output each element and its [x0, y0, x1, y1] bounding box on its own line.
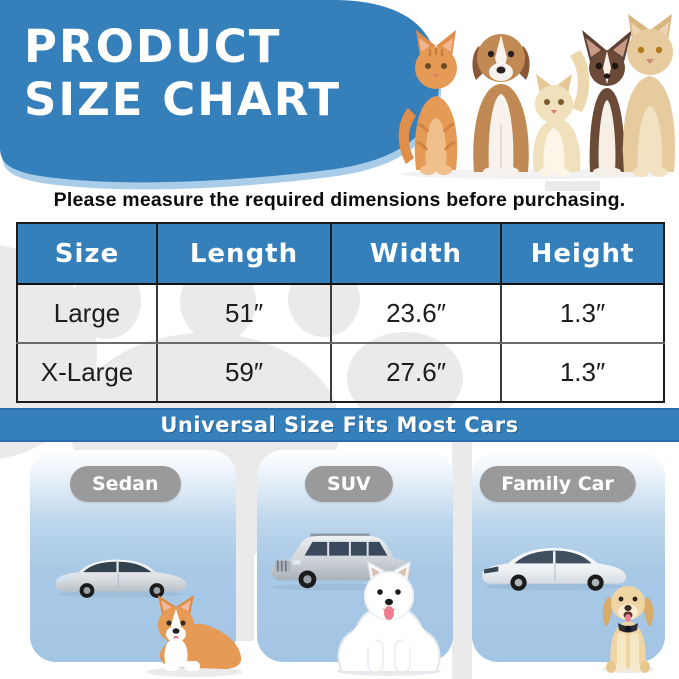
chihuahua-dog	[582, 30, 632, 176]
universal-size-banner: Universal Size Fits Most Cars	[0, 408, 679, 442]
table-row-large: Large 51″ 23.6″ 1.3″	[16, 284, 665, 344]
col-header-length: Length	[156, 222, 332, 285]
col-header-width: Width	[330, 222, 502, 285]
cream-cat	[532, 50, 590, 176]
orange-cat	[398, 30, 458, 175]
big-cream-cat	[622, 14, 675, 177]
col-header-height: Height	[500, 222, 665, 285]
col-header-size: Size	[16, 222, 158, 285]
page-title-line2: SIZE CHART	[24, 73, 342, 126]
vehicle-label-sedan: Sedan	[69, 466, 181, 502]
cell-width: 23.6″	[330, 284, 502, 344]
page-title-line1: PRODUCT	[24, 20, 282, 73]
size-table-header-row: Size Length Width Height	[16, 222, 665, 285]
pets-photo	[398, 14, 675, 179]
page-title: PRODUCT SIZE CHART	[24, 20, 341, 126]
vehicle-label-suv: SUV	[304, 466, 393, 502]
samoyed-dog-image	[337, 560, 441, 676]
cell-length: 59″	[156, 343, 332, 403]
brown-white-dog	[472, 34, 530, 177]
title-background-blob	[0, 0, 442, 190]
vehicle-label-family-car: Family Car	[479, 466, 636, 502]
cell-width: 27.6″	[330, 343, 502, 403]
table-row-xlarge: X-Large 59″ 27.6″ 1.3″	[16, 343, 665, 403]
golden-retriever-puppy-image	[602, 586, 654, 673]
banner-text: Universal Size Fits Most Cars	[160, 413, 519, 437]
sedan-car-image	[55, 559, 187, 598]
cell-size: X-Large	[16, 343, 158, 403]
cell-height: 1.3″	[500, 284, 665, 344]
cell-height: 1.3″	[500, 343, 665, 403]
corgi-dog-image	[146, 595, 242, 677]
measure-notice: Please measure the required dimensions b…	[53, 189, 626, 211]
cell-size: Large	[16, 284, 158, 344]
cell-length: 51″	[156, 284, 332, 344]
family-car-image	[482, 548, 626, 591]
vehicle-card-suv: SUV	[257, 450, 453, 662]
size-table: Size Length Width Height Large 51″ 23.6″…	[16, 222, 665, 403]
